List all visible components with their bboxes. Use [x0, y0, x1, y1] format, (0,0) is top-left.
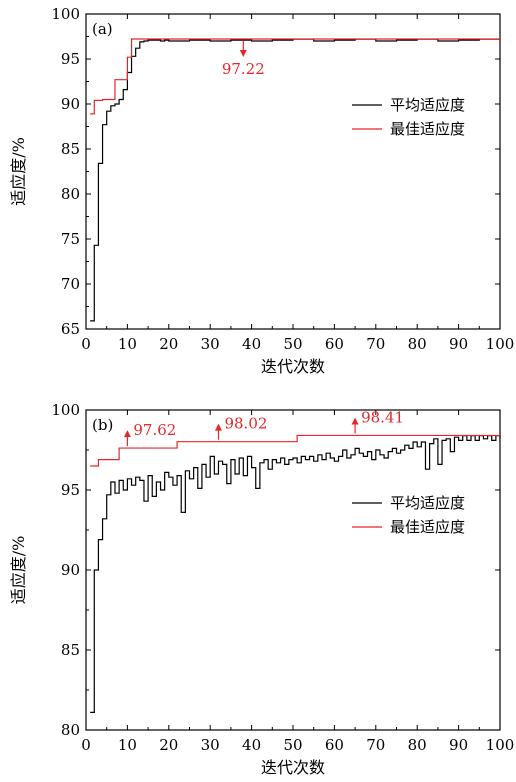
series-best-line [90, 38, 500, 115]
y-tick-label: 95 [61, 50, 80, 68]
x-tick-label: 40 [242, 335, 261, 353]
annotation: 98.41 [351, 408, 404, 434]
x-tick-label: 60 [325, 335, 344, 353]
x-tick-label: 20 [159, 736, 178, 754]
annotation: 97.22 [222, 41, 265, 78]
arrow-up-icon [123, 430, 131, 438]
y-tick-label: 85 [61, 140, 80, 158]
y-tick-label: 80 [61, 185, 80, 203]
x-tick-label: 10 [118, 736, 137, 754]
y-tick-label: 65 [61, 320, 80, 338]
legend-label-average: 平均适应度 [390, 96, 465, 114]
panel-a: (a) 迭代次数 适应度/% 平均适应度 最佳适应度 0 10 20 30 40 50 60… [9, 5, 514, 376]
y-tick-label: 100 [51, 401, 80, 419]
x-axis-title: 迭代次数 [261, 758, 325, 777]
x-tick-label: 40 [242, 736, 261, 754]
x-tick-label: 30 [201, 335, 220, 353]
x-tick-label: 30 [201, 736, 220, 754]
y-tick-label: 70 [61, 275, 80, 293]
x-tick-label: 50 [283, 335, 302, 353]
annotation-label: 97.22 [222, 60, 265, 78]
legend-label-average: 平均适应度 [390, 494, 465, 512]
x-tick-label: 0 [81, 335, 91, 353]
y-tick-label: 75 [61, 230, 80, 248]
arrow-down-icon [239, 50, 247, 58]
panel-label: (b) [92, 416, 113, 434]
x-tick-label: 90 [449, 335, 468, 353]
annotation-label: 98.02 [224, 415, 267, 433]
plot-frame [85, 13, 501, 330]
y-tick-label: 100 [51, 5, 80, 23]
y-tick-label: 90 [61, 95, 80, 113]
arrow-up-icon [351, 417, 359, 425]
legend-label-best: 最佳适应度 [390, 120, 465, 138]
series-average-line [90, 435, 501, 713]
y-axis-title: 适应度/% [9, 137, 28, 206]
x-tick-label: 100 [486, 736, 515, 754]
arrow-up-icon [214, 423, 222, 431]
y-tick-label: 85 [61, 641, 80, 659]
y-tick-label: 80 [61, 721, 80, 739]
y-tick-label: 95 [61, 481, 80, 499]
y-axis-title: 适应度/% [9, 536, 28, 605]
x-tick-label: 20 [159, 335, 178, 353]
x-tick-label: 100 [486, 335, 515, 353]
x-tick-label: 90 [449, 736, 468, 754]
panel-b: (b) 迭代次数 适应度/% 平均适应度 最佳适应度 0 10 20 30 40 50 60… [9, 401, 514, 777]
y-tick-label: 90 [61, 561, 80, 579]
series-best-line [90, 434, 500, 467]
x-axis-title: 迭代次数 [261, 357, 325, 376]
annotation-label: 98.41 [361, 408, 404, 426]
x-tick-label: 10 [118, 335, 137, 353]
annotation: 98.02 [214, 415, 267, 440]
legend-label-best: 最佳适应度 [390, 518, 465, 536]
annotation: 97.62 [123, 421, 176, 447]
x-tick-label: 60 [325, 736, 344, 754]
panel-label: (a) [92, 20, 113, 38]
x-tick-label: 80 [408, 736, 427, 754]
x-tick-label: 70 [366, 736, 385, 754]
x-tick-label: 70 [366, 335, 385, 353]
series-average-line [90, 38, 500, 322]
x-tick-label: 80 [408, 335, 427, 353]
x-tick-label: 50 [283, 736, 302, 754]
x-tick-label: 0 [81, 736, 91, 754]
annotation-label: 97.62 [133, 421, 176, 439]
